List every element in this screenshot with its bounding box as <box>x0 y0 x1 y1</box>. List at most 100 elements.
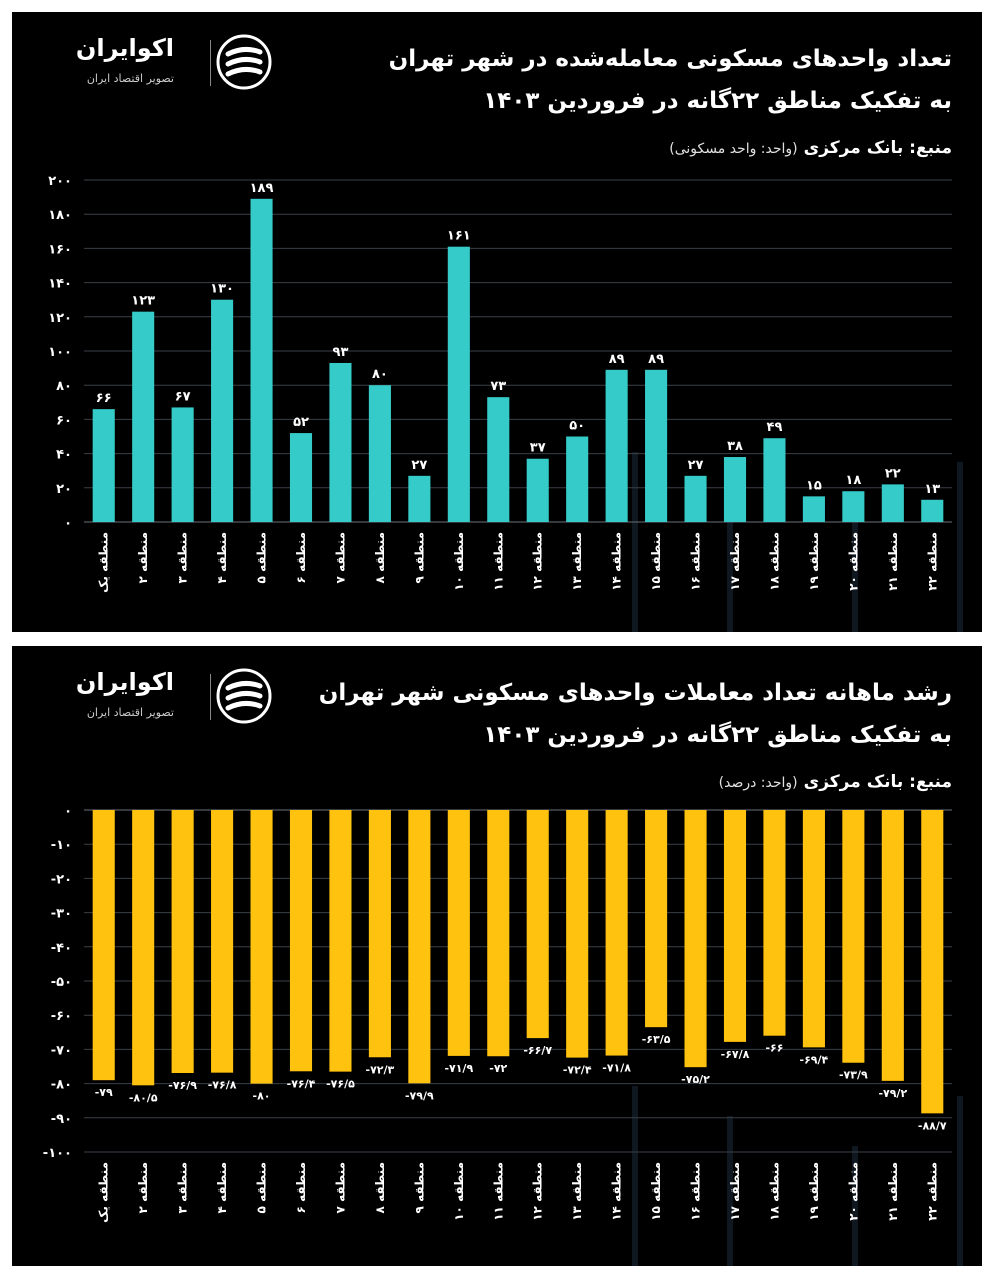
x-tick-label: منطقه ۱۱ <box>491 1162 505 1221</box>
y-tick-label: ۱۸۰ <box>48 208 72 223</box>
y-tick-label: ۶۰ <box>56 413 72 428</box>
x-tick-label: منطقه ۹ <box>412 1162 426 1213</box>
data-label: -۷۹/۲ <box>878 1087 907 1100</box>
logo-divider <box>210 40 211 86</box>
bar <box>842 491 865 522</box>
bar <box>487 810 510 1057</box>
x-tick-label: منطقه ۱۵ <box>649 1162 663 1221</box>
bar <box>211 810 234 1073</box>
bar <box>566 436 589 522</box>
data-label: ۲۷ <box>688 458 704 473</box>
background-decor <box>852 1146 858 1266</box>
logo-divider <box>210 674 211 720</box>
bar <box>171 407 194 522</box>
x-tick-label: منطقه ۱۶ <box>689 1162 703 1221</box>
bar <box>763 810 786 1036</box>
unit-label: (واحد: واحد مسکونی) <box>669 141 798 157</box>
bar <box>92 409 115 522</box>
y-tick-label: ۰ <box>64 516 72 531</box>
y-tick-label: -۴۰ <box>51 941 72 956</box>
x-tick-label: منطقه ۵ <box>255 1162 269 1213</box>
x-tick-label: منطقه ۳ <box>176 1162 190 1213</box>
source-label: منبع: بانک مرکزی <box>803 772 952 792</box>
bar <box>250 810 273 1084</box>
x-tick-label: منطقه ۲۰ <box>846 1162 860 1221</box>
chart-title-line1: تعداد واحدهای مسکونی معامله‌شده در شهر ت… <box>388 46 952 72</box>
data-label: ۲۲ <box>885 466 901 481</box>
y-tick-label: ۲۰ <box>56 482 72 497</box>
data-label: -۷۳/۹ <box>839 1069 868 1082</box>
bar <box>881 810 904 1081</box>
chart-panel-transactions: اکوایران تصویر اقتصاد ایران تعداد واحدها… <box>12 12 982 632</box>
bar <box>921 810 944 1114</box>
y-tick-label: -۷۰ <box>51 1043 72 1058</box>
x-tick-label: منطقه ۲ <box>136 1162 150 1213</box>
data-label: -۷۵/۲ <box>681 1073 710 1086</box>
data-label: ۳۷ <box>530 441 546 456</box>
data-label: ۵۲ <box>293 415 309 430</box>
bar <box>526 810 549 1039</box>
x-tick-label: منطقه ۲۰ <box>846 532 860 591</box>
x-tick-label: منطقه ۱۵ <box>649 532 663 591</box>
data-label: -۷۶/۸ <box>208 1079 237 1092</box>
x-tick-label: منطقه ۷ <box>333 532 347 583</box>
bar <box>487 397 510 522</box>
y-tick-label: -۶۰ <box>51 1009 72 1024</box>
data-label: ۷۳ <box>490 379 506 394</box>
bar <box>723 457 747 522</box>
x-tick-label: منطقه ۲۲ <box>925 1162 939 1221</box>
x-tick-label: منطقه ۲ <box>136 532 150 583</box>
bar <box>645 369 668 522</box>
data-label: ۲۷ <box>411 458 427 473</box>
chart-title-line2: به تفکیک مناطق ۲۲گانه در فروردین ۱۴۰۳ <box>483 722 952 748</box>
bar <box>842 810 865 1063</box>
chart-panel-growth: اکوایران تصویر اقتصاد ایران رشد ماهانه ت… <box>12 646 982 1266</box>
x-tick-label: منطقه ۱۴ <box>610 1162 624 1221</box>
bar <box>132 311 155 522</box>
bar <box>802 496 825 522</box>
x-tick-label: منطقه ۲۲ <box>925 532 939 591</box>
bar <box>250 198 273 522</box>
background-decor <box>632 1086 638 1266</box>
y-tick-label: ۲۰۰ <box>48 174 72 189</box>
bar <box>329 362 352 522</box>
y-tick-label: ۱۰۰ <box>48 345 72 360</box>
chart-source: منبع: بانک مرکزی (واحد: درصد) <box>719 772 952 792</box>
data-label: ۱۵ <box>806 478 822 493</box>
data-label: ۱۳۰ <box>210 282 234 297</box>
brand-mark-icon <box>216 668 272 724</box>
x-tick-label: منطقه ۱۴ <box>610 532 624 591</box>
data-label: -۶۳/۵ <box>642 1033 671 1046</box>
y-tick-label: -۲۰ <box>51 872 72 887</box>
bar <box>605 369 628 522</box>
x-tick-label: منطقه ۶ <box>294 532 308 583</box>
data-label: -۷۶/۹ <box>168 1079 197 1092</box>
x-tick-label: منطقه ۸ <box>373 532 387 583</box>
x-tick-label: منطقه ۱۱ <box>491 532 505 591</box>
x-tick-label: منطقه ۱۳ <box>570 532 584 591</box>
data-label: -۷۱/۸ <box>602 1062 631 1075</box>
x-tick-label: منطقه ۱۲ <box>531 1162 545 1221</box>
brand-logo: اکوایران تصویر اقتصاد ایران <box>44 32 272 94</box>
bar <box>289 433 313 522</box>
brand-mark-icon <box>216 34 272 90</box>
bar-chart-transactions: ۰ ۲۰ ۴۰ ۶۰ ۸۰ ۱۰۰ ۱۲۰ ۱۴۰ ۱۶۰ ۱۸۰ ۲۰۰ ۶۶ منطقه یک ۱۲۳… <box>48 174 952 593</box>
data-label: ۸۹ <box>609 352 625 367</box>
y-tick-label: ۰ <box>64 804 72 819</box>
bar <box>802 810 825 1048</box>
background-decor <box>957 462 963 632</box>
data-label: -۶۶/۷ <box>523 1044 552 1057</box>
x-tick-label: منطقه ۱۹ <box>807 1162 821 1221</box>
data-label: -۷۲/۳ <box>366 1063 395 1076</box>
unit-label: (واحد: درصد) <box>718 775 798 791</box>
x-tick-label: منطقه ۱۹ <box>807 532 821 591</box>
y-tick-label: -۵۰ <box>51 975 72 990</box>
bar <box>763 438 786 522</box>
bar <box>211 299 234 522</box>
x-tick-label: منطقه ۳ <box>176 532 190 583</box>
bar-chart-growth: ۰ -۱۰ -۲۰ -۳۰ -۴۰ -۵۰ -۶۰ -۷۰ -۸۰ -۹۰ -۱۰۰ -۷۹ منطقه… <box>43 804 952 1223</box>
data-label: ۱۶۱ <box>447 229 471 244</box>
y-tick-label: ۱۶۰ <box>48 242 72 257</box>
source-label: منبع: بانک مرکزی <box>803 138 952 158</box>
data-label: ۱۸۹ <box>250 181 274 196</box>
